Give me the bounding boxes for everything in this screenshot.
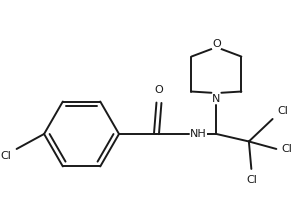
Text: NH: NH	[190, 129, 207, 139]
Text: Cl: Cl	[0, 152, 11, 162]
Text: O: O	[155, 85, 163, 95]
Text: Cl: Cl	[246, 175, 257, 185]
Text: Cl: Cl	[281, 144, 292, 154]
Text: Cl: Cl	[278, 106, 288, 116]
Text: O: O	[212, 39, 221, 49]
Text: N: N	[212, 94, 220, 104]
